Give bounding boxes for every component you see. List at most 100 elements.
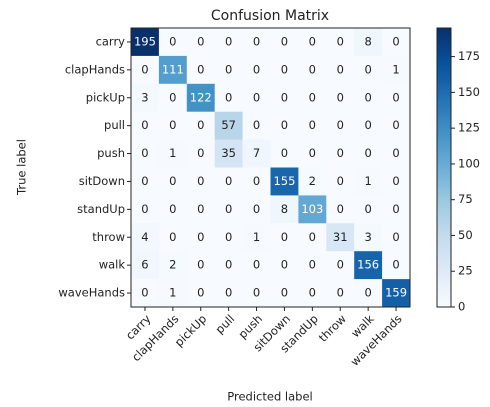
cell-label: 1 xyxy=(169,146,176,160)
cell xyxy=(354,195,383,224)
cell xyxy=(186,139,215,168)
cell-label: 0 xyxy=(392,34,399,48)
cell-label: 1 xyxy=(169,286,176,300)
y-tick-label: sitDown xyxy=(79,174,125,188)
cell xyxy=(242,167,271,196)
cell-label: 0 xyxy=(364,90,371,104)
cell-label: 0 xyxy=(141,202,148,216)
cell xyxy=(298,251,327,280)
cell-label: 0 xyxy=(281,90,288,104)
cell-label: 0 xyxy=(309,34,316,48)
cell-label: 0 xyxy=(225,230,232,244)
cell-label: 0 xyxy=(197,258,204,272)
cell-label: 0 xyxy=(309,258,316,272)
cell-label: 1 xyxy=(392,62,399,76)
cell xyxy=(158,251,188,280)
cell xyxy=(270,139,299,168)
colorbar-tick-label: 175 xyxy=(458,49,480,63)
cell xyxy=(242,28,271,57)
cell-label: 103 xyxy=(301,202,323,216)
cell xyxy=(242,279,271,308)
plot-frame xyxy=(130,27,411,308)
cell xyxy=(270,167,299,196)
x-tick-label: waveHands xyxy=(348,312,405,369)
cell-label: 0 xyxy=(225,34,232,48)
cell xyxy=(158,111,188,140)
cell xyxy=(354,55,383,85)
cell xyxy=(158,195,188,224)
cell xyxy=(214,111,243,140)
cell-label: 0 xyxy=(253,202,260,216)
cell xyxy=(382,139,411,168)
cell xyxy=(270,223,299,252)
cell xyxy=(298,195,327,224)
cell-label: 0 xyxy=(197,62,204,76)
cell-label: 0 xyxy=(169,174,176,188)
cell-label: 0 xyxy=(337,146,344,160)
cell xyxy=(354,279,383,308)
cell xyxy=(354,28,383,57)
cell-label: 0 xyxy=(141,62,148,76)
cell xyxy=(214,28,243,57)
cell-label: 0 xyxy=(281,230,288,244)
cell-label: 0 xyxy=(197,202,204,216)
cell xyxy=(298,139,327,168)
cell-label: 0 xyxy=(392,146,399,160)
cell xyxy=(186,223,215,252)
cell-label: 0 xyxy=(337,202,344,216)
cell-label: 0 xyxy=(253,34,260,48)
cell-label: 0 xyxy=(281,286,288,300)
cell xyxy=(298,223,327,252)
cell-label: 0 xyxy=(392,118,399,132)
cell xyxy=(382,251,411,280)
cell xyxy=(270,251,299,280)
x-tick-label: throw xyxy=(316,312,349,345)
cell-label: 8 xyxy=(281,202,288,216)
cell-label: 0 xyxy=(337,62,344,76)
cell-label: 0 xyxy=(337,34,344,48)
cell xyxy=(298,167,327,196)
cell-label: 0 xyxy=(309,118,316,132)
cell-label: 0 xyxy=(337,174,344,188)
cell xyxy=(326,195,355,224)
cell-label: 0 xyxy=(281,118,288,132)
cell-label: 159 xyxy=(385,286,407,300)
y-tick-label: carry xyxy=(96,34,126,48)
cell xyxy=(326,83,355,112)
cell-label: 0 xyxy=(169,230,176,244)
cell-label: 0 xyxy=(197,230,204,244)
y-tick-label: pull xyxy=(104,118,125,132)
cell xyxy=(214,279,243,308)
cell xyxy=(242,195,271,224)
cell-label: 0 xyxy=(197,118,204,132)
cell-label: 0 xyxy=(197,286,204,300)
cell xyxy=(298,279,327,308)
cell xyxy=(214,251,243,280)
y-tick-label: waveHands xyxy=(58,286,125,300)
cell-label: 0 xyxy=(169,90,176,104)
colorbar-tick-label: 0 xyxy=(458,300,465,314)
cell-label: 0 xyxy=(337,286,344,300)
cell-label: 0 xyxy=(225,90,232,104)
cell xyxy=(270,83,299,112)
cell-label: 3 xyxy=(141,90,148,104)
cell xyxy=(354,167,383,196)
cell-label: 0 xyxy=(392,202,399,216)
cell xyxy=(186,83,215,112)
cell-label: 0 xyxy=(309,286,316,300)
y-tick-label: push xyxy=(97,146,125,160)
cell-label: 0 xyxy=(364,146,371,160)
y-tick-label: walk xyxy=(99,258,126,272)
cell-label: 0 xyxy=(225,174,232,188)
cell xyxy=(214,167,243,196)
cell xyxy=(298,83,327,112)
cell-label: 2 xyxy=(169,258,176,272)
cell xyxy=(326,55,355,85)
cell-label: 0 xyxy=(337,258,344,272)
cell-label: 2 xyxy=(309,174,316,188)
cell xyxy=(326,223,355,252)
cell xyxy=(131,55,160,85)
cell-label: 0 xyxy=(253,258,260,272)
